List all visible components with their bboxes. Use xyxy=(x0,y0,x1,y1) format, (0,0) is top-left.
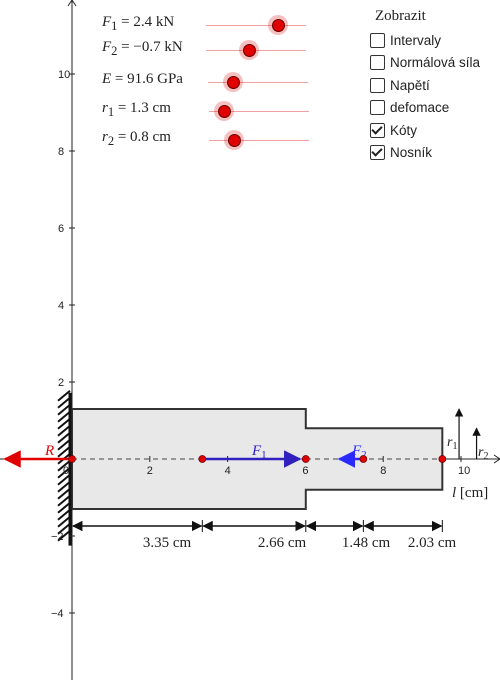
panel-title: Zobrazit xyxy=(375,8,426,24)
checkbox-box[interactable] xyxy=(370,100,385,115)
f1-label: F1 xyxy=(251,443,267,461)
checkbox-label: Kóty xyxy=(390,122,418,138)
checkbox-label: Napětí xyxy=(390,77,430,93)
beam-point xyxy=(438,455,447,463)
wall-hatch xyxy=(57,523,71,535)
wall-hatch xyxy=(57,432,71,444)
slider-track-F1[interactable] xyxy=(206,25,306,26)
checkbox-1[interactable]: Normálová síla xyxy=(370,53,480,73)
x-tick-label: 2 xyxy=(147,465,153,477)
f2-label: F2 xyxy=(351,443,367,461)
x-tick-label: 4 xyxy=(225,465,231,477)
slider-label-r2: r2 = 0.8 cm xyxy=(102,129,171,148)
slider-track-E[interactable] xyxy=(208,82,308,83)
checkbox-label: Intervaly xyxy=(390,32,442,48)
x-tick-label: 10 xyxy=(458,465,470,477)
checkbox-label: Nosník xyxy=(390,145,433,160)
dimension-label: 2.03 cm xyxy=(407,535,457,551)
slider-label-E: E = 91.6 GPa xyxy=(102,71,183,87)
slider-label-F2: F2 = −0.7 kN xyxy=(102,39,183,58)
r1-label: r1 xyxy=(447,435,457,452)
beam-point xyxy=(301,455,310,463)
checkbox-box[interactable] xyxy=(370,145,385,160)
checkbox-box[interactable] xyxy=(370,122,385,138)
wall-hatch xyxy=(57,446,71,458)
wall-hatch xyxy=(57,516,71,528)
wall-hatch xyxy=(57,481,71,493)
y-axis-arrow xyxy=(67,0,77,7)
slider-knob-F2[interactable] xyxy=(239,40,259,60)
wall-hatch xyxy=(57,467,71,479)
wall-hatch xyxy=(57,404,71,416)
slider-track-r2[interactable] xyxy=(209,140,309,141)
beam-point xyxy=(198,455,207,463)
x-tick-label: 0 xyxy=(63,465,69,477)
checkbox-label: Normálová síla xyxy=(390,55,481,70)
checkbox-label: defomace xyxy=(390,100,450,115)
r2-label: r2 xyxy=(478,445,488,462)
wall-hatch xyxy=(57,411,71,423)
checkbox-box[interactable] xyxy=(370,77,385,93)
slider-label-F1: F1 = 2.4 kN xyxy=(102,14,175,33)
slider-knob-r1[interactable] xyxy=(214,101,234,121)
slider-track-r1[interactable] xyxy=(209,111,309,112)
y-tick-label: 8 xyxy=(58,146,64,158)
wall-hatch xyxy=(57,495,71,507)
wall-hatch xyxy=(57,425,71,437)
checkbox-box[interactable] xyxy=(370,55,385,70)
beam-point xyxy=(359,455,368,463)
wall-hatch xyxy=(57,530,71,542)
x-tick-label: 8 xyxy=(380,465,386,477)
x-axis-arrow xyxy=(493,454,500,464)
wall-hatch xyxy=(57,439,71,451)
wall-hatch xyxy=(57,397,71,409)
x-axis-label: l [cm] xyxy=(452,485,488,501)
wall-hatch xyxy=(57,502,71,514)
dimension-label: 2.66 cm xyxy=(257,535,307,551)
wall-hatch xyxy=(57,474,71,486)
dimension-label: 1.48 cm xyxy=(341,535,391,551)
checkbox-5[interactable]: Nosník xyxy=(370,143,432,163)
wall-hatch xyxy=(57,460,71,472)
x-tick-label: 6 xyxy=(302,465,308,477)
checkbox-0[interactable]: Intervaly xyxy=(370,30,441,50)
slider-label-r1: r1 = 1.3 cm xyxy=(102,100,171,119)
wall-hatch xyxy=(57,509,71,521)
y-tick-label: 6 xyxy=(58,223,64,235)
slider-track-F2[interactable] xyxy=(206,50,306,51)
y-tick-label: 4 xyxy=(58,300,64,312)
y-tick-label: −4 xyxy=(51,608,64,620)
checkbox-4[interactable]: Kóty xyxy=(370,120,417,140)
wall-hatch xyxy=(57,418,71,430)
beam-point xyxy=(68,455,76,463)
checkbox-box[interactable] xyxy=(370,32,385,48)
y-tick-label: −2 xyxy=(51,531,64,543)
dimension-label: 3.35 cm xyxy=(142,535,192,551)
wall-hatch xyxy=(57,488,71,500)
slider-knob-r2[interactable] xyxy=(224,130,244,150)
y-tick-label: 2 xyxy=(58,377,64,389)
wall-hatch xyxy=(57,390,71,402)
slider-knob-E[interactable] xyxy=(223,72,243,92)
reaction-label: R xyxy=(44,443,54,459)
checkbox-3[interactable]: defomace xyxy=(370,98,449,118)
slider-knob-F1[interactable] xyxy=(268,15,288,35)
y-tick-label: 10 xyxy=(58,69,70,81)
checkbox-2[interactable]: Napětí xyxy=(370,75,430,95)
